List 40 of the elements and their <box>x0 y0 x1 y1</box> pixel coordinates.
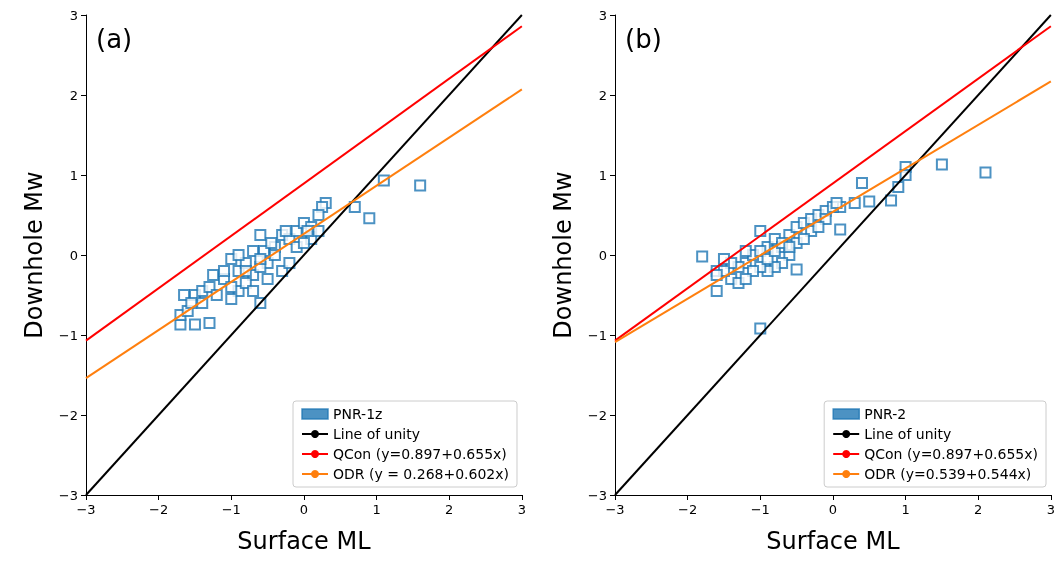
y-tick-label: 0 <box>598 247 607 263</box>
x-tick-label: 0 <box>828 502 838 517</box>
legend-label: Line of unity <box>333 426 420 442</box>
x-tick-label: 3 <box>517 502 527 517</box>
y-tick-label: 3 <box>69 7 78 23</box>
y-tick-label: −1 <box>587 327 607 343</box>
legend-label: PNR-2 <box>864 406 907 422</box>
legend-label: QCon (y=0.897+0.655x) <box>333 446 507 462</box>
legend-label: ODR (y = 0.268+0.602x) <box>333 466 510 482</box>
legend-label: PNR-1z <box>333 406 383 422</box>
y-tick-label: 2 <box>69 87 78 103</box>
y-tick-label: 2 <box>598 87 607 103</box>
y-tick-label: −2 <box>58 407 78 423</box>
x-axis-title: Surface ML <box>766 527 901 555</box>
y-tick-label: 1 <box>598 167 607 183</box>
x-tick-label: 1 <box>372 502 381 517</box>
y-tick-label: −3 <box>58 487 78 503</box>
y-tick-label: −3 <box>587 487 607 503</box>
x-tick-label: −1 <box>221 502 241 517</box>
x-axis-title: Surface ML <box>237 527 372 555</box>
x-tick-label: −2 <box>678 502 698 517</box>
x-tick-label: 2 <box>974 502 983 517</box>
x-tick-label: −1 <box>750 502 770 517</box>
y-axis-title: Downhole Mw <box>20 171 48 339</box>
y-tick-label: 1 <box>69 167 78 183</box>
y-axis-title: Downhole Mw <box>549 171 577 339</box>
y-tick-label: −2 <box>587 407 607 423</box>
annotation: (b) <box>625 24 662 54</box>
legend-label: ODR (y=0.539+0.544x) <box>864 466 1032 482</box>
x-tick-label: 2 <box>445 502 454 517</box>
y-tick-label: −1 <box>58 327 78 343</box>
annotation: (a) <box>96 24 133 54</box>
x-tick-label: 3 <box>1046 502 1056 517</box>
y-tick-label: 0 <box>69 247 78 263</box>
x-tick-label: 1 <box>901 502 910 517</box>
legend-label: Line of unity <box>864 426 952 442</box>
x-tick-label: −2 <box>149 502 169 517</box>
y-tick-label: 3 <box>598 7 607 23</box>
legend-label: QCon (y=0.897+0.655x) <box>864 446 1038 462</box>
x-tick-label: 0 <box>299 502 309 517</box>
